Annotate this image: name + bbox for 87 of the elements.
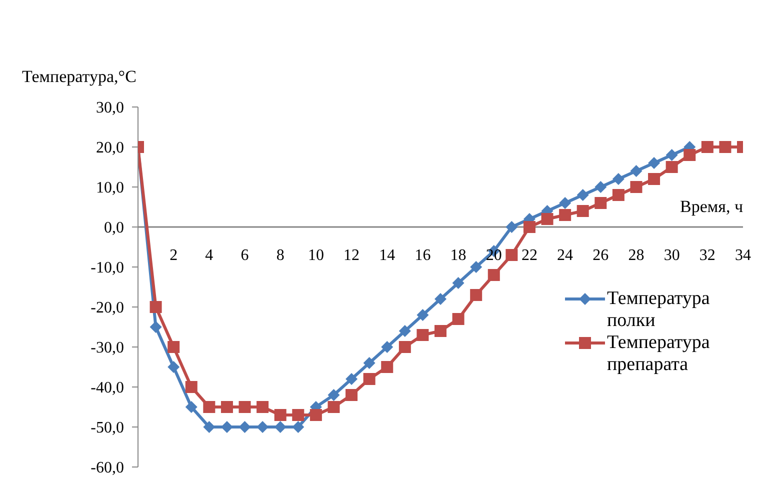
point (434, 325, 446, 337)
y-tick-label: -30,0 (90, 340, 124, 357)
point (666, 161, 678, 173)
legend-label: Температура полки (607, 288, 711, 332)
point (541, 213, 554, 225)
x-tick-label: 34 (735, 247, 751, 264)
point (398, 341, 411, 353)
point (488, 269, 500, 281)
point (292, 409, 304, 421)
point (398, 325, 411, 337)
x-tick-label: 32 (699, 247, 716, 264)
y-tick-label: -50,0 (90, 420, 124, 437)
x-tick-label: 10 (308, 247, 324, 264)
point (470, 261, 482, 273)
point (630, 165, 642, 177)
x-tick-label: 16 (414, 247, 431, 264)
point (594, 181, 607, 193)
point (203, 421, 216, 433)
y-tick-label: 10,0 (96, 180, 124, 197)
point (416, 329, 429, 341)
x-tick-label: 2 (170, 247, 178, 264)
x-tick-label: 18 (450, 247, 466, 264)
point (168, 341, 180, 353)
y-tick-label: 20,0 (96, 140, 124, 157)
point (630, 181, 642, 193)
point (238, 421, 251, 433)
x-tick-label: 4 (205, 247, 214, 264)
point (185, 401, 198, 413)
point (576, 205, 589, 217)
point (452, 313, 464, 325)
point (434, 293, 446, 305)
y-axis-title: Температура,°С (22, 67, 136, 87)
x-tick-label: 12 (344, 247, 360, 264)
point (168, 361, 180, 373)
point (238, 401, 251, 413)
point (648, 173, 660, 185)
x-tick-label: 6 (240, 247, 249, 264)
point (185, 381, 198, 393)
point (310, 409, 322, 421)
point (452, 277, 464, 289)
point (274, 409, 286, 421)
x-tick-label: 24 (557, 247, 574, 264)
point (506, 221, 518, 233)
point (346, 373, 358, 385)
y-tick-label: 30,0 (96, 100, 124, 117)
point (328, 401, 340, 413)
point (328, 389, 340, 401)
point (612, 173, 624, 185)
point (666, 149, 678, 161)
point (292, 421, 304, 433)
point (416, 309, 429, 321)
point (274, 421, 286, 433)
point (346, 389, 358, 401)
point (594, 197, 607, 209)
point (719, 141, 732, 153)
point (203, 401, 216, 413)
point (648, 157, 660, 169)
point (220, 401, 233, 413)
point (363, 373, 376, 385)
point (150, 321, 162, 333)
y-tick-label: -10,0 (90, 260, 124, 277)
point (523, 221, 536, 233)
legend-label: Температура препарата (607, 332, 711, 376)
point (612, 189, 624, 201)
y-tick-label: -60,0 (90, 460, 124, 477)
x-tick-label: 30 (664, 247, 680, 264)
point (381, 361, 394, 373)
point (381, 341, 394, 353)
y-tick-label: -40,0 (90, 380, 124, 397)
point (559, 209, 572, 221)
point (684, 149, 696, 161)
point (150, 301, 162, 313)
x-axis-title: Время, ч (680, 197, 743, 217)
x-tick-label: 14 (379, 247, 396, 264)
point (470, 289, 482, 301)
x-tick-label: 22 (521, 247, 538, 264)
point (576, 189, 589, 201)
point (701, 141, 714, 153)
x-tick-label: 8 (276, 247, 284, 264)
point (363, 357, 376, 369)
y-tick-label: -20,0 (90, 300, 124, 317)
point (256, 401, 269, 413)
x-tick-label: 28 (628, 247, 644, 264)
point (559, 197, 572, 209)
point (506, 249, 518, 261)
y-tick-label: 0,0 (104, 220, 124, 237)
x-tick-label: 26 (592, 247, 609, 264)
